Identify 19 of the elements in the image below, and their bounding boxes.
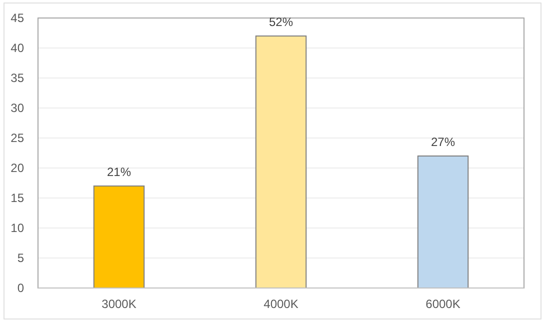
- x-tick-label: 4000K: [264, 297, 298, 311]
- bar: [255, 36, 307, 288]
- y-tick-label: 0: [17, 281, 24, 296]
- y-tick-label: 45: [10, 11, 24, 26]
- y-tick-label: 15: [10, 191, 24, 206]
- y-tick-label: 35: [10, 71, 24, 86]
- y-tick-label: 5: [17, 251, 24, 266]
- y-tick-label: 20: [10, 161, 24, 176]
- bar: [93, 186, 145, 288]
- annotation: 52%: [268, 15, 294, 29]
- annotation: 21%: [106, 165, 132, 179]
- x-tick-label: 3000K: [102, 297, 136, 311]
- x-tick-label: 6000K: [426, 297, 460, 311]
- y-tick-label: 10: [10, 221, 24, 236]
- bar: [417, 156, 469, 288]
- y-tick-label: 40: [10, 41, 24, 56]
- annotation: 27%: [430, 135, 456, 149]
- y-tick-label: 30: [10, 101, 24, 116]
- y-tick-label: 25: [10, 131, 24, 146]
